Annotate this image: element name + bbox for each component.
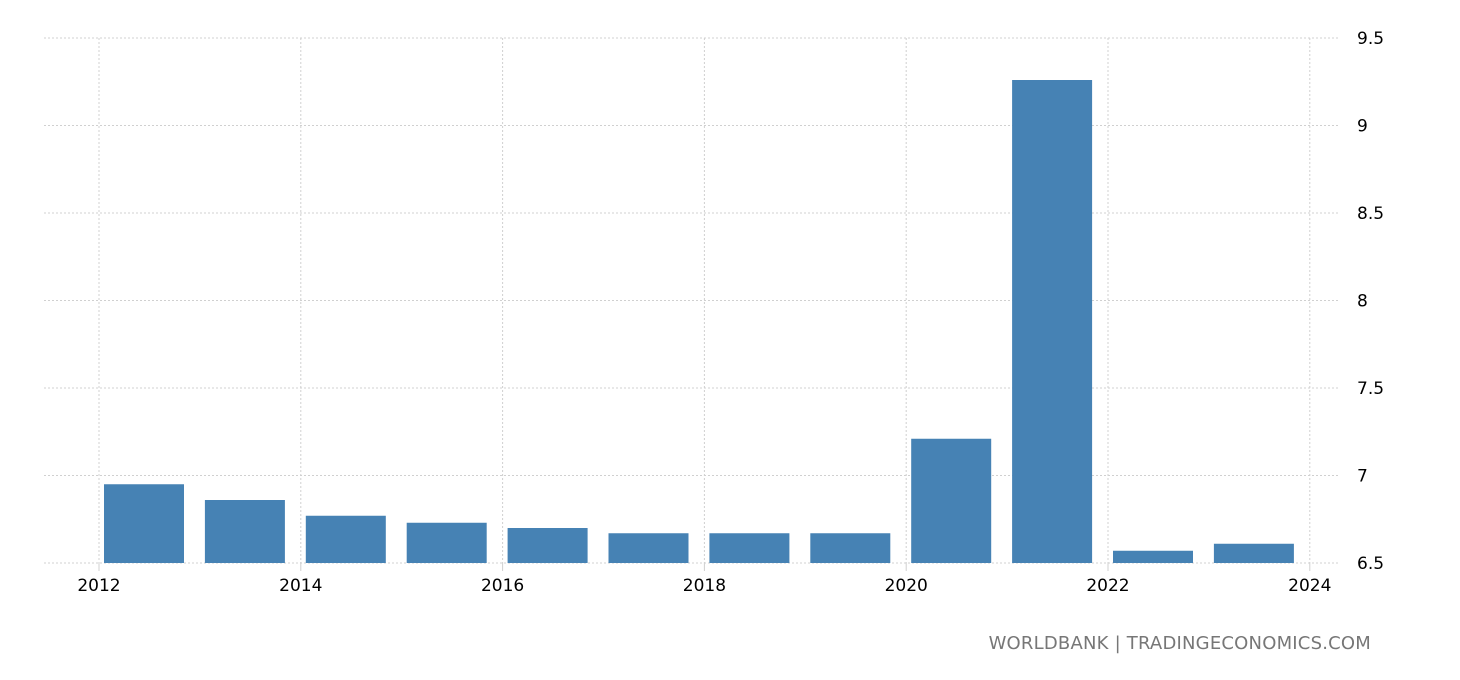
x-tick-label: 2020 [885, 576, 928, 596]
bar-2023 [1213, 543, 1294, 563]
x-tick-label: 2014 [279, 576, 322, 596]
bar-2021 [1012, 80, 1093, 563]
bar-2017 [608, 533, 689, 563]
x-tick-label: 2012 [77, 576, 120, 596]
y-tick-label: 9.5 [1357, 29, 1384, 49]
bar-2013 [204, 500, 285, 563]
x-tick-label: 2022 [1086, 576, 1129, 596]
y-tick-label: 6.5 [1357, 554, 1384, 574]
y-tick-label: 8 [1357, 292, 1368, 312]
y-tick-label: 7 [1357, 467, 1368, 487]
y-tick-label: 8.5 [1357, 204, 1384, 224]
y-tick-label: 9 [1357, 117, 1368, 137]
bar-2015 [406, 522, 487, 563]
y-tick-label: 7.5 [1357, 379, 1384, 399]
x-tick-label: 2016 [481, 576, 524, 596]
bar-2012 [104, 484, 184, 563]
x-tick-label: 2024 [1288, 576, 1331, 596]
x-tick-label: 2018 [683, 576, 726, 596]
bar-2022 [1113, 550, 1193, 563]
bar-2019 [810, 533, 891, 563]
bar-2014 [305, 515, 386, 563]
source-label: WORLDBANK | TRADINGECONOMICS.COM [988, 633, 1371, 654]
bar-2018 [709, 533, 790, 563]
bar-2016 [507, 528, 588, 563]
bar-2020 [911, 438, 992, 563]
